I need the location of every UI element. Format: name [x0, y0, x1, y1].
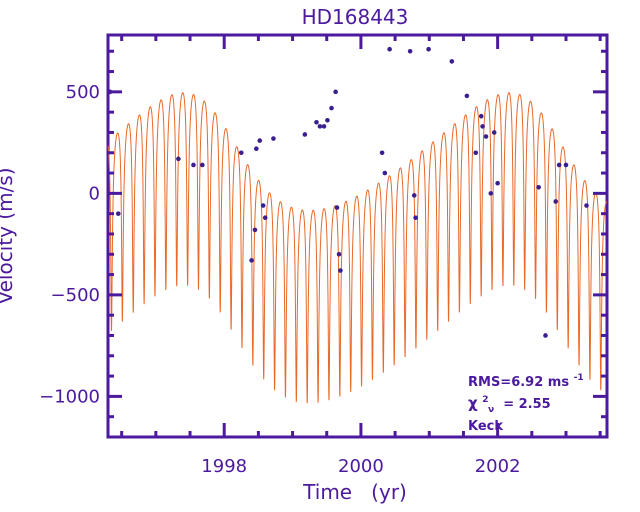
data-point: [382, 170, 388, 176]
model-curve-group: [107, 92, 608, 404]
svg-text:χ 2 ν = 2.5: χ 2 ν = 2.55: [468, 391, 551, 416]
data-point: [449, 59, 455, 64]
data-point: [317, 124, 323, 129]
data-point: [333, 89, 338, 95]
data-point: [553, 199, 559, 204]
data-point: [115, 211, 121, 216]
axis-tick-labels: 1998 2000 2002 500 0 −500 −1000: [39, 82, 520, 477]
data-point: [379, 150, 385, 156]
data-point: [543, 333, 548, 338]
fit-annotation: RMS=6.92 ms -1 χ 2 ν = 2.55 Keck: [468, 373, 584, 434]
axis-ticks: [108, 35, 607, 437]
data-point: [254, 146, 259, 151]
data-point: [176, 156, 181, 162]
chi-value: = 2.55: [499, 397, 551, 412]
data-point: [491, 130, 497, 135]
data-point: [338, 268, 343, 273]
chi-subscript: ν: [488, 405, 494, 415]
data-point: [325, 117, 330, 123]
data-point: [536, 184, 541, 190]
data-point: [336, 251, 342, 257]
y-tick-label: 0: [89, 183, 100, 204]
data-point: [262, 215, 268, 221]
data-point: [488, 191, 494, 196]
data-point: [464, 93, 470, 99]
y-axis-label: Velocity (m/s): [0, 167, 17, 304]
y-tick-label: −500: [51, 285, 100, 306]
data-point: [329, 105, 334, 111]
chi-exponent: 2: [482, 395, 488, 405]
data-point: [249, 258, 254, 263]
data-point: [321, 124, 327, 129]
data-point: [584, 203, 589, 208]
model-curve: [107, 92, 608, 404]
observation-points: [107, 46, 589, 338]
plot-frame: [106, 33, 609, 439]
chi-symbol: χ: [468, 394, 478, 412]
rms-unit-exponent: -1: [574, 373, 584, 383]
data-point: [271, 136, 276, 141]
chart-title: HD168443: [302, 5, 409, 29]
data-point: [387, 46, 392, 52]
data-point: [252, 227, 258, 233]
data-point: [302, 132, 308, 137]
data-point: [314, 120, 319, 125]
data-point: [483, 134, 489, 139]
data-point: [191, 162, 196, 168]
data-point: [257, 138, 263, 143]
data-point: [556, 162, 562, 168]
rms-label: RMS=6.92 ms: [468, 375, 569, 390]
data-point: [238, 150, 244, 156]
svg-text:RMS=6.92 ms -1: RMS=6.92 ms -1: [468, 373, 584, 390]
data-point: [407, 48, 413, 54]
data-point: [495, 180, 500, 186]
y-tick-label: −1000: [39, 386, 100, 407]
data-point: [200, 162, 205, 168]
data-point: [260, 203, 266, 208]
x-tick-label: 1998: [201, 456, 247, 477]
y-tick-label: 500: [66, 82, 100, 103]
x-axis-label: Time (yr): [302, 480, 407, 504]
data-point: [473, 150, 479, 156]
data-point: [334, 205, 340, 210]
x-tick-label: 2002: [475, 456, 521, 477]
data-point: [480, 124, 485, 129]
data-point: [411, 193, 417, 198]
data-point: [426, 46, 431, 52]
telescope-label: Keck: [468, 419, 503, 434]
data-point: [413, 215, 418, 221]
data-point: [563, 162, 569, 168]
x-tick-label: 2000: [338, 456, 384, 477]
data-point: [478, 113, 484, 119]
